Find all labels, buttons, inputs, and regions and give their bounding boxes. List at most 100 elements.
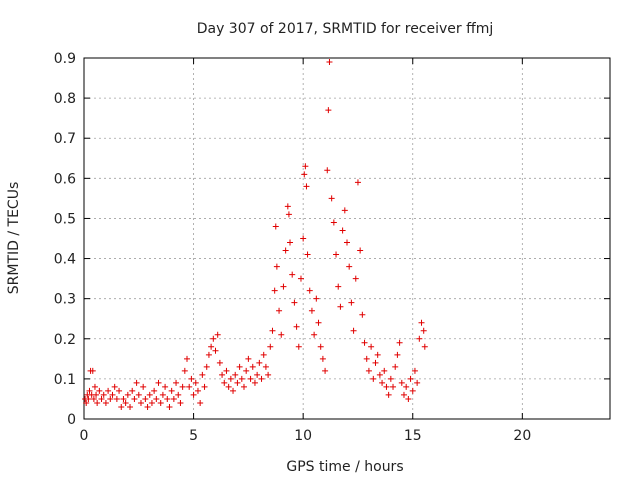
data-point: [113, 395, 120, 402]
data-point: [199, 371, 206, 378]
y-tick-label: 0.8: [54, 91, 76, 107]
data-point: [396, 339, 403, 346]
y-tick-label: 0.4: [54, 252, 76, 268]
data-point: [116, 387, 123, 394]
data-point: [291, 299, 298, 306]
data-point: [247, 375, 254, 382]
data-point: [109, 391, 116, 398]
data-point: [197, 399, 204, 406]
data-point: [129, 387, 136, 394]
data-point: [230, 387, 237, 394]
data-point: [100, 391, 107, 398]
data-point: [98, 395, 105, 402]
data-point: [166, 403, 173, 410]
data-point: [339, 227, 346, 234]
data-point: [162, 383, 169, 390]
data-point: [411, 367, 418, 374]
data-point: [118, 403, 125, 410]
y-tick-label: 0.2: [54, 332, 76, 348]
data-point: [260, 351, 267, 358]
data-point: [188, 375, 195, 382]
data-point: [181, 367, 188, 374]
y-tick-label: 0.6: [54, 171, 76, 187]
data-point: [137, 399, 144, 406]
data-point: [306, 287, 313, 294]
y-tick-label: 0.9: [54, 51, 76, 67]
data-point: [280, 283, 287, 290]
data-point: [293, 323, 300, 330]
data-point: [245, 355, 252, 362]
data-point: [124, 391, 131, 398]
data-point: [407, 375, 414, 382]
data-point: [194, 387, 201, 394]
data-point: [409, 387, 416, 394]
data-point: [385, 391, 392, 398]
data-point: [111, 383, 118, 390]
grid: [84, 58, 610, 419]
data-point: [326, 59, 333, 66]
data-point: [267, 343, 274, 350]
data-point: [94, 399, 101, 406]
data-point: [91, 383, 98, 390]
data-point: [273, 263, 280, 270]
data-point: [372, 359, 379, 366]
data-point: [302, 163, 309, 170]
data-point: [368, 343, 375, 350]
data-point: [357, 247, 364, 254]
data-point: [420, 327, 427, 334]
data-point: [390, 383, 397, 390]
data-point: [170, 395, 177, 402]
data-point: [177, 399, 184, 406]
data-point: [387, 375, 394, 382]
data-point: [272, 223, 279, 230]
data-point: [365, 367, 372, 374]
data-point: [335, 283, 342, 290]
data-point: [216, 359, 223, 366]
data-point: [148, 399, 155, 406]
data-point: [352, 275, 359, 282]
data-point: [175, 391, 182, 398]
data-point: [234, 379, 241, 386]
data-point: [322, 367, 329, 374]
data-point: [398, 379, 405, 386]
data-point: [159, 391, 166, 398]
data-point: [414, 379, 421, 386]
data-point: [221, 379, 228, 386]
data-point: [379, 379, 386, 386]
data-point: [157, 399, 164, 406]
data-point: [317, 343, 324, 350]
data-point: [278, 331, 285, 338]
data-point: [330, 219, 337, 226]
data-point: [289, 271, 296, 278]
data-point: [350, 327, 357, 334]
data-point: [300, 235, 307, 242]
data-point: [90, 395, 97, 402]
y-tick-label: 0.7: [54, 131, 76, 147]
data-point: [184, 355, 191, 362]
data-point: [236, 363, 243, 370]
data-point: [153, 395, 160, 402]
data-point: [324, 167, 331, 174]
data-point: [102, 399, 109, 406]
data-point: [374, 351, 381, 358]
data-point: [333, 251, 340, 258]
data-point: [284, 203, 291, 210]
data-point: [295, 343, 302, 350]
data-point: [192, 379, 199, 386]
data-point: [313, 295, 320, 302]
data-point: [381, 367, 388, 374]
data-point: [105, 387, 112, 394]
data-point: [208, 343, 215, 350]
data-points: [82, 59, 428, 410]
data-point: [304, 251, 311, 258]
data-point: [354, 179, 361, 186]
data-point: [303, 183, 310, 190]
x-tick-label: 20: [513, 428, 531, 444]
data-point: [142, 395, 149, 402]
data-point: [363, 355, 370, 362]
data-point: [210, 335, 217, 342]
data-point: [238, 375, 245, 382]
x-tick-label: 0: [80, 428, 89, 444]
data-point: [370, 375, 377, 382]
